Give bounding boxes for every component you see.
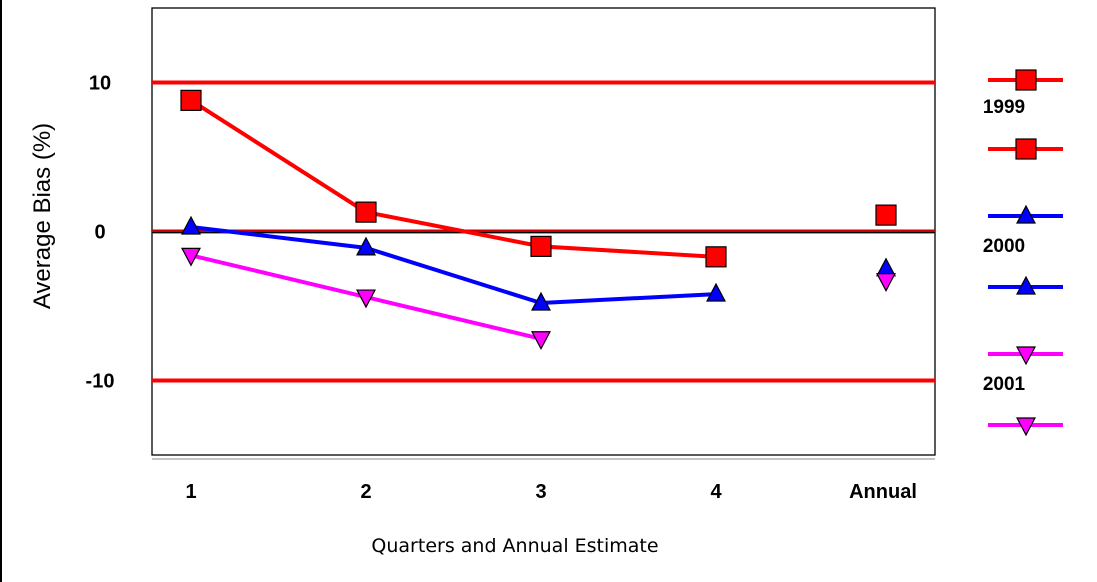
annual-point [875,204,897,226]
data-point [706,282,726,302]
legend-marker [1016,204,1036,224]
series-group [180,89,897,351]
data-point [531,331,551,351]
legend-label: 1999 [983,97,1025,118]
y-axis-title: Average Bias (%) [29,123,56,309]
series-line [189,98,717,259]
data-point [181,247,201,267]
x-tick-label: 2 [360,481,371,503]
data-point [530,235,552,257]
data-point [355,201,377,223]
data-point [356,289,376,309]
legend-label: 2000 [983,236,1025,257]
reference-lines [152,80,935,383]
legend-item-2000: 2000 [983,204,1063,295]
x-tick-label: Annual [849,481,917,503]
tick-labels: 10 0 -10 1 2 3 4 Annual [86,73,917,504]
x-tick-label: 3 [535,481,546,503]
data-point [531,291,551,311]
x-tick-label: 4 [710,481,722,503]
legend-marker [1016,346,1036,366]
data-point [180,89,202,111]
data-point [181,215,201,235]
series-1999 [180,89,897,268]
legend-item-2001: 2001 [983,346,1063,437]
legend-label: 2001 [983,374,1026,395]
legend: 1999 2000 2001 [983,69,1063,437]
legend-marker [1015,138,1037,160]
y-tick-label: -10 [86,371,115,393]
y-tick-label: 10 [89,73,111,95]
chart-frame [0,0,936,582]
legend-item-1999: 1999 [983,69,1063,160]
y-tick-label: 0 [94,222,105,244]
data-point [705,246,727,268]
series-2001 [181,247,896,351]
legend-marker [1016,417,1036,437]
data-point [356,236,376,256]
series-line [190,225,717,306]
x-tick-label: 1 [185,481,196,503]
legend-marker [1016,275,1036,295]
legend-marker [1015,69,1037,91]
series-2000 [181,215,896,311]
x-axis-title: Quarters and Annual Estimate [371,535,658,557]
annual-point [876,273,896,292]
